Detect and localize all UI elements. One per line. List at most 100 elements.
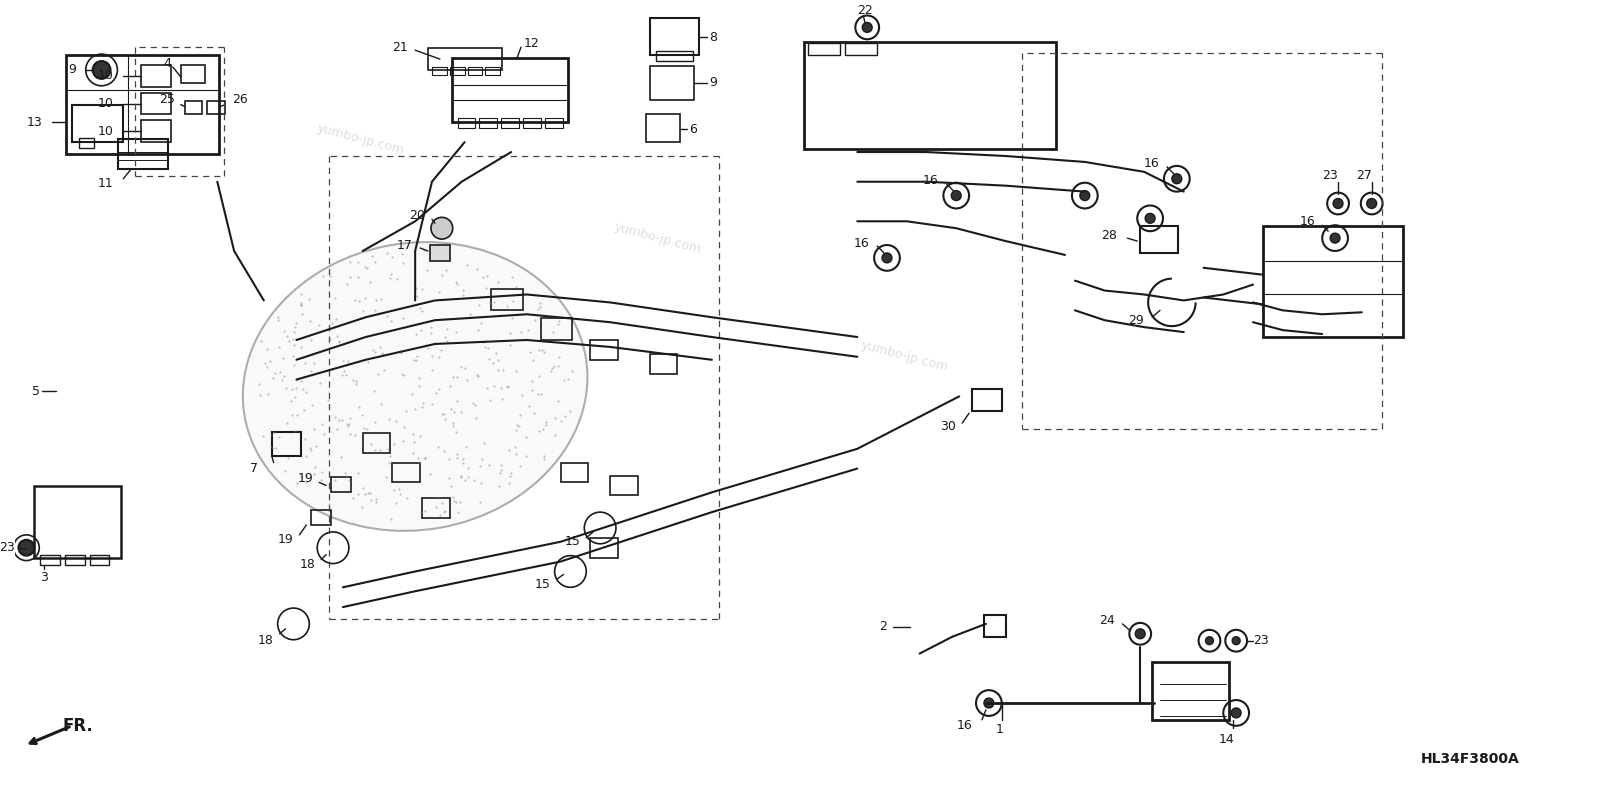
Text: 4: 4 <box>163 57 171 70</box>
Bar <box>141 65 171 86</box>
Text: 7: 7 <box>250 462 258 475</box>
Text: 3: 3 <box>40 571 48 584</box>
Text: 10: 10 <box>98 70 114 82</box>
Text: 20: 20 <box>410 209 426 222</box>
Text: 27: 27 <box>1355 170 1371 182</box>
Bar <box>208 101 226 114</box>
Text: yumbo-jp.com: yumbo-jp.com <box>315 122 406 157</box>
Text: 12: 12 <box>523 37 539 50</box>
Text: 18: 18 <box>299 558 315 571</box>
Bar <box>491 289 523 310</box>
Bar <box>184 101 203 114</box>
Circle shape <box>952 190 962 201</box>
Text: 19: 19 <box>298 472 314 485</box>
Bar <box>590 538 618 558</box>
Text: 24: 24 <box>1099 614 1115 627</box>
Circle shape <box>1205 637 1213 645</box>
Bar <box>272 432 301 456</box>
Bar <box>90 554 109 565</box>
Bar <box>312 510 331 525</box>
Bar <box>141 93 171 114</box>
Bar <box>78 138 94 148</box>
Bar <box>560 462 589 482</box>
Circle shape <box>19 540 34 556</box>
Bar <box>845 43 877 55</box>
Text: 16: 16 <box>1299 214 1315 228</box>
Bar <box>984 615 1006 637</box>
Text: 10: 10 <box>98 97 114 110</box>
Text: 18: 18 <box>258 634 274 647</box>
Text: 23: 23 <box>1322 170 1338 182</box>
Circle shape <box>1330 233 1341 243</box>
Text: 11: 11 <box>98 178 114 190</box>
Text: 9: 9 <box>67 63 75 77</box>
Bar <box>650 18 699 55</box>
Text: HL34F3800A: HL34F3800A <box>1421 753 1520 766</box>
Bar <box>118 139 168 169</box>
Text: 8: 8 <box>709 31 717 44</box>
Circle shape <box>430 218 453 239</box>
Text: 15: 15 <box>534 578 550 591</box>
Bar <box>432 67 446 75</box>
Text: 17: 17 <box>397 238 413 251</box>
Circle shape <box>862 22 872 32</box>
Circle shape <box>882 253 891 263</box>
Bar <box>458 118 475 128</box>
Bar <box>480 118 498 128</box>
Text: 29: 29 <box>1128 314 1144 326</box>
Text: 23: 23 <box>0 542 14 554</box>
Text: 16: 16 <box>1144 158 1158 170</box>
Bar <box>973 390 1002 411</box>
Text: 21: 21 <box>392 41 408 54</box>
Bar <box>66 554 85 565</box>
Bar <box>544 118 563 128</box>
Text: 2: 2 <box>878 620 886 634</box>
Bar <box>331 478 350 492</box>
Text: 25: 25 <box>158 93 174 106</box>
Bar <box>450 67 464 75</box>
Bar <box>485 67 501 75</box>
Text: 15: 15 <box>565 535 581 548</box>
Text: 13: 13 <box>27 116 42 129</box>
Bar <box>181 65 205 83</box>
Bar <box>467 67 483 75</box>
Bar <box>646 114 680 142</box>
Bar <box>803 42 1056 149</box>
Bar <box>650 66 694 100</box>
Text: 16: 16 <box>923 174 939 187</box>
Bar <box>610 475 638 495</box>
Circle shape <box>1232 637 1240 645</box>
Bar <box>66 55 219 154</box>
Bar <box>429 48 502 70</box>
Text: 19: 19 <box>278 534 293 546</box>
Bar <box>523 118 541 128</box>
Text: 16: 16 <box>853 237 869 250</box>
Text: 14: 14 <box>1219 733 1234 746</box>
Bar <box>650 354 677 374</box>
Circle shape <box>93 61 110 79</box>
Bar <box>1152 662 1229 720</box>
Text: 6: 6 <box>690 122 698 136</box>
Circle shape <box>1333 198 1342 209</box>
Ellipse shape <box>243 242 587 531</box>
Bar <box>422 498 450 518</box>
Bar <box>141 120 171 142</box>
Text: yumbo-jp.com: yumbo-jp.com <box>859 339 950 374</box>
Text: 1: 1 <box>995 723 1003 736</box>
Bar <box>501 118 518 128</box>
Circle shape <box>1146 214 1155 223</box>
Circle shape <box>984 698 994 708</box>
Bar <box>1262 226 1403 337</box>
Text: FR.: FR. <box>62 717 93 734</box>
Text: 16: 16 <box>957 719 973 732</box>
Text: 23: 23 <box>1253 634 1269 647</box>
Circle shape <box>1136 629 1146 638</box>
Circle shape <box>1232 708 1242 718</box>
Bar <box>656 51 693 61</box>
Circle shape <box>1080 190 1090 201</box>
Bar <box>808 43 840 55</box>
Bar <box>40 554 61 565</box>
Bar <box>1141 226 1178 253</box>
Text: yumbo-jp.com: yumbo-jp.com <box>613 220 702 256</box>
Bar <box>541 318 573 340</box>
